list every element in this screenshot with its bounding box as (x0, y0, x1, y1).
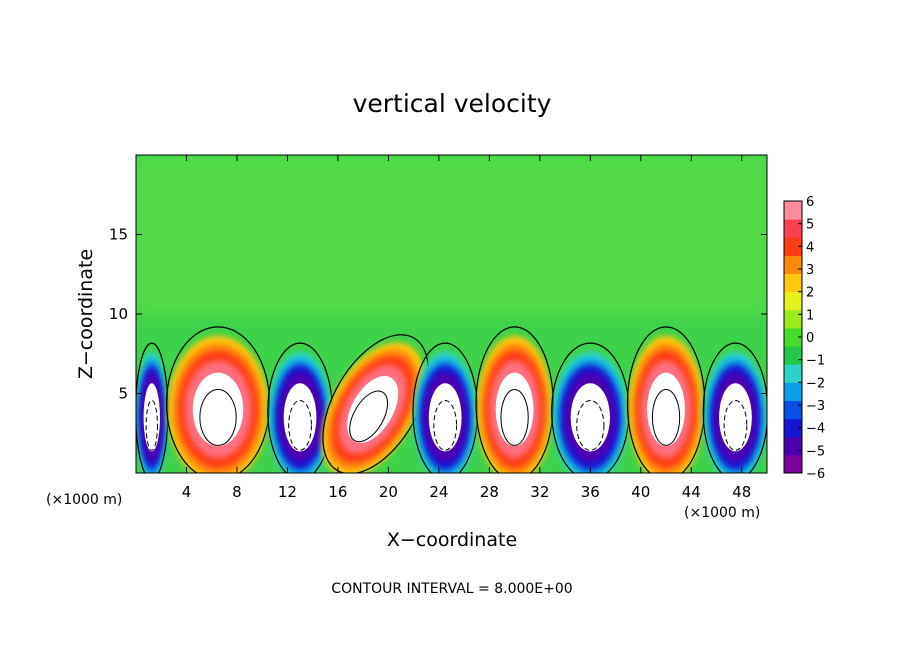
colorbar: 6 5 4 3 2 1 0 −1 −2 −3 −4 −5 −6 (783, 195, 825, 482)
x-unit-left: (×1000 m) (46, 492, 122, 508)
colorbar-swatch (784, 219, 802, 238)
colorbar-tick-label: 5 (806, 218, 814, 233)
colorbar-swatch (784, 291, 802, 311)
colorbar-tick-label: 3 (806, 263, 814, 278)
x-tick-label: 4 (182, 483, 192, 501)
colorbar-tick-label: −4 (806, 422, 825, 437)
colorbar-swatch (784, 309, 802, 329)
x-tick-label: 16 (328, 483, 347, 501)
convective-cell-4-up (321, 334, 429, 473)
colorbar-swatch (784, 237, 802, 256)
x-tick-label: 28 (480, 483, 499, 501)
convective-cell-1-down (136, 342, 169, 473)
x-tick-label: 24 (429, 483, 448, 501)
field-upper-band (136, 155, 767, 314)
colorbar-swatch (784, 273, 802, 293)
colorbar-tick-label: 4 (806, 240, 814, 255)
colorbar-swatch (784, 255, 802, 275)
colorbar-swatch (784, 364, 802, 383)
colorbar-tick-label: 0 (806, 331, 814, 346)
convective-cell-6-up (475, 326, 554, 473)
colorbar-swatch (784, 327, 802, 347)
convective-cell-8-up (626, 326, 706, 473)
convective-cell-5-down (412, 342, 478, 473)
x-tick-label: 32 (530, 483, 549, 501)
x-tick-label: 20 (379, 483, 398, 501)
colorbar-swatch (784, 382, 802, 401)
x-axis: 4 8 12 16 20 24 28 32 36 40 44 48 (182, 155, 751, 501)
colorbar-tick-label: −2 (806, 376, 825, 391)
x-tick-label: 8 (232, 483, 242, 501)
colorbar-tick-label: 2 (806, 286, 814, 301)
colorbar-swatch (784, 400, 802, 420)
y-tick-label: 5 (118, 385, 128, 403)
colorbar-tick-label: 1 (806, 308, 814, 323)
y-tick-label: 10 (109, 305, 128, 323)
chart-title: vertical velocity (353, 89, 552, 118)
colorbar-swatch (784, 201, 802, 220)
colorbar-tick-label: −6 (806, 467, 825, 482)
x-tick-label: 44 (682, 483, 701, 501)
colorbar-tick-label: −3 (806, 399, 825, 414)
x-tick-label: 48 (732, 483, 751, 501)
y-axis-label: Z−coordinate (75, 249, 97, 379)
colorbar-swatch (784, 436, 802, 456)
convective-cell-7-down (551, 342, 630, 473)
colorbar-tick-label: 6 (806, 195, 814, 210)
colorbar-tick-label: −5 (806, 444, 825, 459)
x-tick-label: 12 (278, 483, 297, 501)
colorbar-swatch (784, 418, 802, 438)
convective-cell-3-down (267, 342, 333, 473)
convective-cell-9-down (702, 342, 767, 473)
convective-cell-2-up (165, 326, 271, 473)
contour-interval-note: CONTOUR INTERVAL = 8.000E+00 (331, 581, 572, 597)
colorbar-swatch (784, 454, 802, 474)
x-tick-label: 40 (631, 483, 650, 501)
colorbar-tick-label: −1 (806, 354, 825, 369)
x-unit-right: (×1000 m) (684, 505, 760, 521)
y-tick-label: 15 (109, 226, 128, 244)
colorbar-swatch (784, 346, 802, 365)
x-tick-label: 36 (581, 483, 600, 501)
x-axis-label: X−coordinate (387, 529, 517, 551)
y-axis: 5 10 15 (109, 226, 767, 403)
plot-area (136, 155, 767, 473)
